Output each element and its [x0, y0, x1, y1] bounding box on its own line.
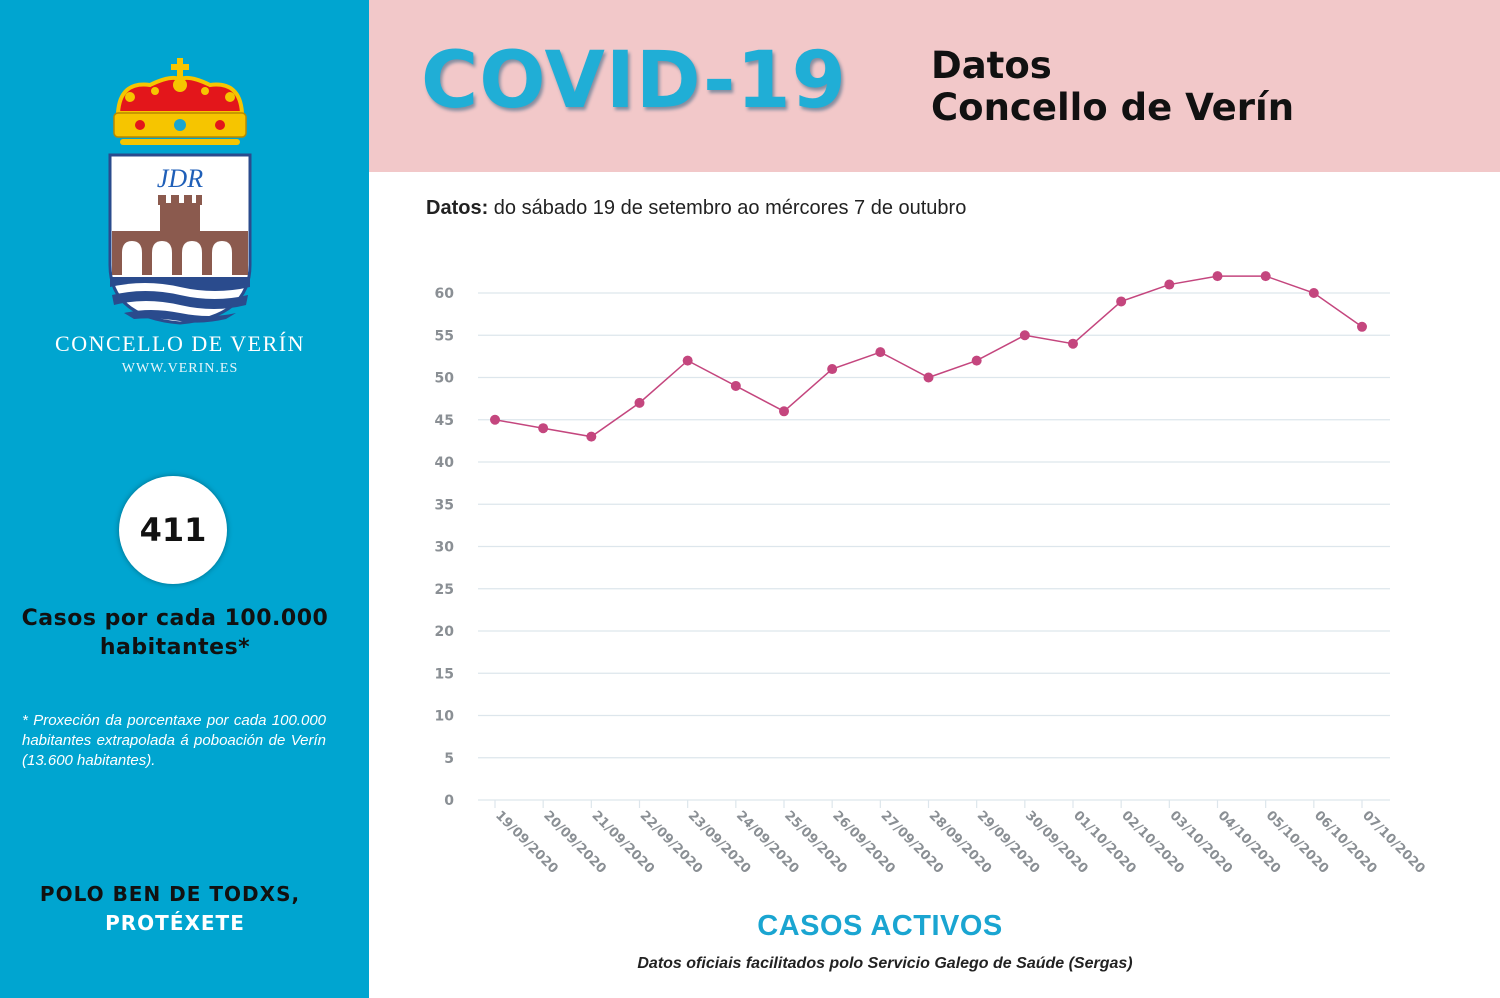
data-point — [634, 397, 645, 408]
slogan-line-2: PROTÉXETE — [105, 911, 245, 935]
y-tick-label: 25 — [435, 582, 454, 598]
data-point — [1308, 288, 1319, 298]
y-tick-label: 45 — [435, 413, 454, 429]
data-point — [1116, 296, 1127, 307]
data-point — [1260, 271, 1271, 282]
y-tick-label: 5 — [444, 751, 454, 767]
y-tick-label: 0 — [444, 793, 454, 809]
y-tick-label: 60 — [435, 286, 455, 302]
incidence-rate-label: Casos por cada 100.000 habitantes* — [21, 606, 329, 660]
y-tick-label: 50 — [435, 371, 455, 387]
data-point — [730, 380, 741, 391]
council-name: CONCELLO DE VERÍN — [55, 331, 305, 356]
incidence-footnote: * Proxeción da porcentaxe por cada 100.0… — [22, 712, 326, 769]
data-point — [779, 406, 789, 417]
page-title: COVID-19 — [421, 36, 847, 126]
slogan-line-1: POLO BEN DE TODXS, — [39, 882, 301, 906]
data-point — [1164, 279, 1175, 290]
data-point — [682, 355, 693, 366]
data-point — [827, 364, 838, 375]
council-website: WWW.VERIN.ES — [121, 361, 239, 376]
date-range: Datos: do sábado 19 de setembro ao mérco… — [426, 197, 966, 220]
council-crest-logo: JDR — [108, 58, 252, 325]
header-subtitle-line-2: Concello de Verín — [931, 86, 1295, 129]
data-point — [1357, 321, 1367, 332]
active-cases-line-chart: 05101520253035404550556019/09/202020/09/… — [435, 271, 1428, 877]
y-tick-label: 35 — [435, 497, 454, 513]
data-point — [1068, 338, 1078, 349]
header-banner: COVID-19 Datos Concello de Verín — [369, 0, 1500, 172]
incidence-rate-circle: 411 — [119, 476, 227, 584]
series-line — [494, 275, 1363, 438]
sidebar: JDR CONCELLO DE VERÍN WWW.VERIN.ES 411 C… — [0, 0, 369, 998]
header-subtitle-line-1: Datos — [931, 44, 1052, 87]
data-point — [490, 414, 500, 425]
data-point — [971, 355, 982, 366]
data-point — [538, 423, 549, 434]
incidence-rate-value: 411 — [139, 511, 207, 549]
data-point — [586, 431, 597, 442]
y-tick-label: 30 — [435, 540, 455, 556]
data-point — [1212, 271, 1223, 282]
data-point — [875, 347, 886, 358]
crest-monogram: JDR — [157, 164, 203, 193]
data-point — [1019, 330, 1030, 341]
date-range-label: Datos: — [426, 197, 489, 219]
date-range-text: do sábado 19 de setembro ao mércores 7 d… — [493, 197, 967, 219]
data-point — [923, 372, 934, 383]
chart-title: CASOS ACTIVOS — [757, 910, 1003, 942]
y-tick-label: 55 — [435, 328, 454, 344]
y-tick-label: 15 — [435, 666, 454, 682]
y-tick-label: 40 — [435, 455, 455, 471]
y-tick-label: 20 — [435, 624, 455, 640]
chart-source: Datos oficiais facilitados polo Servicio… — [637, 955, 1133, 972]
y-tick-label: 10 — [435, 709, 455, 725]
